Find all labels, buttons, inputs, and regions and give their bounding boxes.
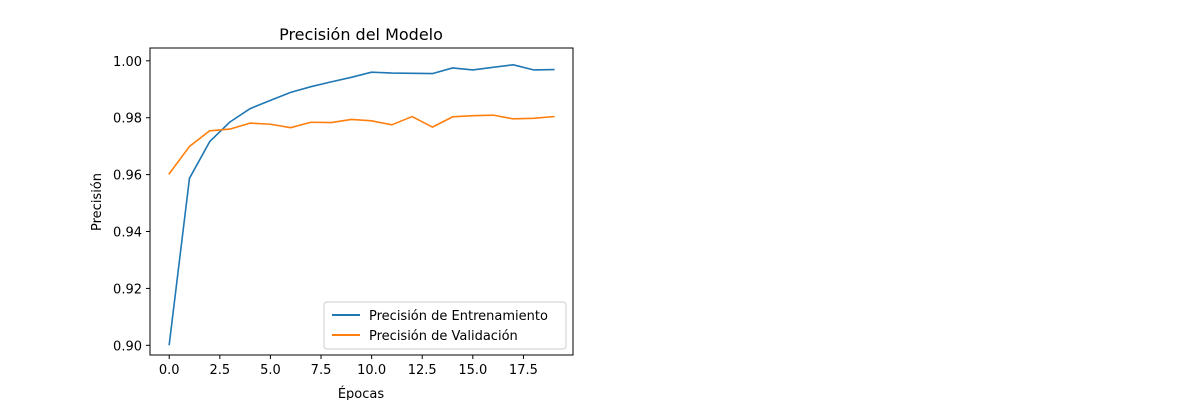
legend-label-validation: Precisión de Validación [369,329,518,344]
x-tick-label: 7.5 [311,363,332,378]
chart-title: Precisión del Modelo [279,25,443,44]
series-lines [168,63,555,346]
x-tick-label: 12.5 [408,363,437,378]
plot-area [149,47,574,356]
y-tick-label: 0.96 [113,169,142,184]
plot-frame [149,47,574,356]
x-tick-label: 15.0 [458,363,487,378]
y-axis-label: Precisión [90,173,105,231]
legend: Precisión de Entrenamiento Precisión de … [323,301,567,350]
x-tick-label: 2.5 [209,363,230,378]
series-line-validation [168,114,555,175]
x-tick-label: 10.0 [357,363,386,378]
y-tick-label: 0.92 [113,282,142,297]
x-tick-label: 17.5 [509,363,538,378]
x-tick-label: 5.0 [260,363,281,378]
y-tick-label: 0.90 [113,339,142,354]
y-axis: 0.90 0.92 0.94 0.96 0.98 1.00 [113,55,150,354]
legend-label-training: Precisión de Entrenamiento [369,309,548,324]
y-tick-label: 1.00 [113,55,142,70]
x-axis-label: Épocas [338,386,385,400]
y-tick-label: 0.94 [113,226,142,241]
x-axis: 0.0 2.5 5.0 7.5 10.0 12.5 15.0 17.5 [159,355,538,378]
legend-box [323,301,567,350]
series-line-training [168,63,555,346]
y-tick-label: 0.98 [113,112,142,127]
x-tick-label: 0.0 [159,363,180,378]
